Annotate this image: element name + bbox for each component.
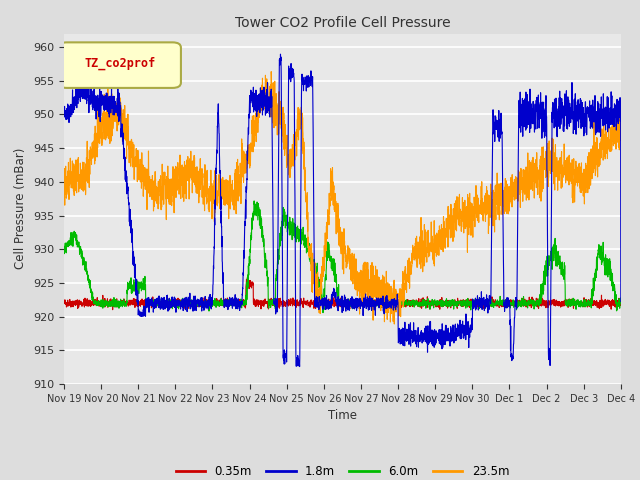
Text: TZ_co2prof: TZ_co2prof	[84, 57, 156, 70]
Y-axis label: Cell Pressure (mBar): Cell Pressure (mBar)	[15, 148, 28, 269]
FancyBboxPatch shape	[58, 42, 181, 88]
X-axis label: Time: Time	[328, 409, 357, 422]
Title: Tower CO2 Profile Cell Pressure: Tower CO2 Profile Cell Pressure	[235, 16, 450, 30]
Legend: 0.35m, 1.8m, 6.0m, 23.5m: 0.35m, 1.8m, 6.0m, 23.5m	[171, 461, 514, 480]
